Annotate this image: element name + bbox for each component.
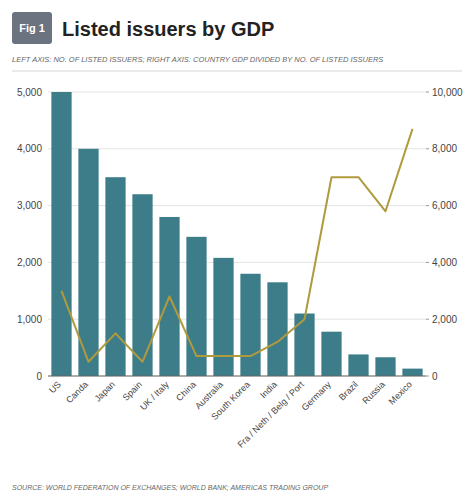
- y2-tick-label: 0: [432, 371, 438, 382]
- subtitle: LEFT AXIS: NO. OF LISTED ISSUERS; RIGHT …: [12, 55, 383, 64]
- y-tick-label: 3,000: [17, 200, 42, 211]
- bar: [402, 369, 422, 376]
- title: Listed issuers by GDP: [62, 18, 274, 40]
- grid-line: [48, 92, 426, 93]
- grid-line: [48, 148, 426, 149]
- y-tick-label: 1,000: [17, 314, 42, 325]
- x-axis: USCandaJapanSpainUK / ItalyChinaAustrali…: [47, 379, 414, 450]
- bar: [213, 258, 233, 376]
- x-tick-label: Spain: [121, 379, 144, 402]
- fig-label: Fig 1: [12, 12, 52, 44]
- y-tick-label: 2,000: [17, 257, 42, 268]
- x-tick-label: Brazil: [337, 379, 360, 402]
- bar: [348, 354, 368, 376]
- y2-tick: [426, 92, 429, 93]
- x-tick-label: Mexico: [387, 379, 414, 406]
- bar: [240, 274, 260, 376]
- x-tick-label: India: [258, 379, 279, 400]
- x-axis-line: [48, 376, 426, 377]
- y2-tick: [426, 376, 429, 377]
- y-axis-right: 0 2,000 4,000 6,000 8,000 10,000: [426, 87, 463, 382]
- grid-line: [48, 319, 426, 320]
- y2-tick-label: 8,000: [432, 143, 457, 154]
- y-tick-label: 5,000: [17, 87, 42, 98]
- line: [62, 129, 413, 362]
- x-tick-label: Canda: [64, 379, 90, 405]
- y2-tick-label: 2,000: [432, 314, 457, 325]
- x-tick-label: Russia: [360, 379, 387, 406]
- bar: [267, 282, 287, 376]
- y2-tick-label: 10,000: [432, 87, 463, 98]
- x-tick-label: China: [174, 379, 198, 403]
- x-tick-label: South Korea: [209, 379, 251, 421]
- bar: [105, 177, 125, 376]
- fig-label-box: [12, 12, 52, 44]
- bar: [132, 194, 152, 376]
- grid-line: [48, 262, 426, 263]
- marks: [51, 92, 422, 376]
- source: SOURCE: WORLD FEDERATION OF EXCHANGES; W…: [12, 484, 328, 491]
- x-tick-label: Japan: [92, 379, 116, 403]
- x-tick-label: US: [47, 379, 63, 395]
- bar: [321, 332, 341, 376]
- y2-tick: [426, 262, 429, 263]
- y2-tick: [426, 205, 429, 206]
- background: [0, 0, 474, 498]
- bar: [375, 357, 395, 376]
- y2-tick-label: 4,000: [432, 257, 457, 268]
- separator: [12, 71, 462, 72]
- bar: [294, 314, 314, 376]
- x-tick-label: Germany: [300, 379, 334, 413]
- y2-tick: [426, 319, 429, 320]
- bar: [51, 92, 71, 376]
- x-tick-label: Fra / Neth / Belg / Port: [236, 379, 307, 450]
- chart: Fig 1 Listed issuers by GDP LEFT AXIS: NO.…: [0, 0, 474, 498]
- grid-line: [48, 205, 426, 206]
- y-tick-label: 0: [36, 371, 42, 382]
- y-tick-label: 4,000: [17, 143, 42, 154]
- grid-line: [48, 376, 426, 377]
- y2-tick: [426, 148, 429, 149]
- y-axis-left: 0 1,000 2,000 3,000 4,000 5,000: [17, 87, 426, 382]
- fig-label-text: Fig 1: [19, 22, 45, 34]
- y2-tick-label: 6,000: [432, 200, 457, 211]
- x-tick-label: UK / Italy: [138, 379, 171, 412]
